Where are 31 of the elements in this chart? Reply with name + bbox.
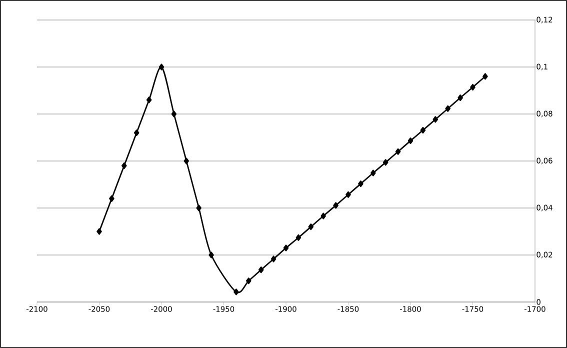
point (308, 224, 314, 230)
point (458, 94, 463, 102)
point (395, 148, 401, 155)
point (134, 130, 140, 136)
point (445, 105, 450, 112)
point (146, 96, 152, 104)
point (109, 195, 114, 202)
point (432, 116, 438, 123)
point (420, 126, 426, 134)
point (370, 170, 376, 176)
point (208, 252, 214, 258)
point (408, 138, 414, 144)
point (470, 84, 476, 90)
point (482, 73, 488, 80)
point (358, 180, 364, 188)
point (382, 159, 388, 166)
point (283, 244, 289, 252)
point (196, 204, 202, 212)
point (158, 64, 164, 70)
point (333, 202, 338, 209)
point (184, 158, 190, 164)
point (96, 228, 102, 235)
point (171, 110, 177, 118)
point (296, 234, 302, 241)
point (320, 212, 326, 220)
point (346, 191, 351, 198)
point (122, 162, 127, 169)
point (258, 266, 264, 274)
point (234, 288, 239, 296)
point (270, 256, 276, 262)
point (246, 278, 252, 284)
